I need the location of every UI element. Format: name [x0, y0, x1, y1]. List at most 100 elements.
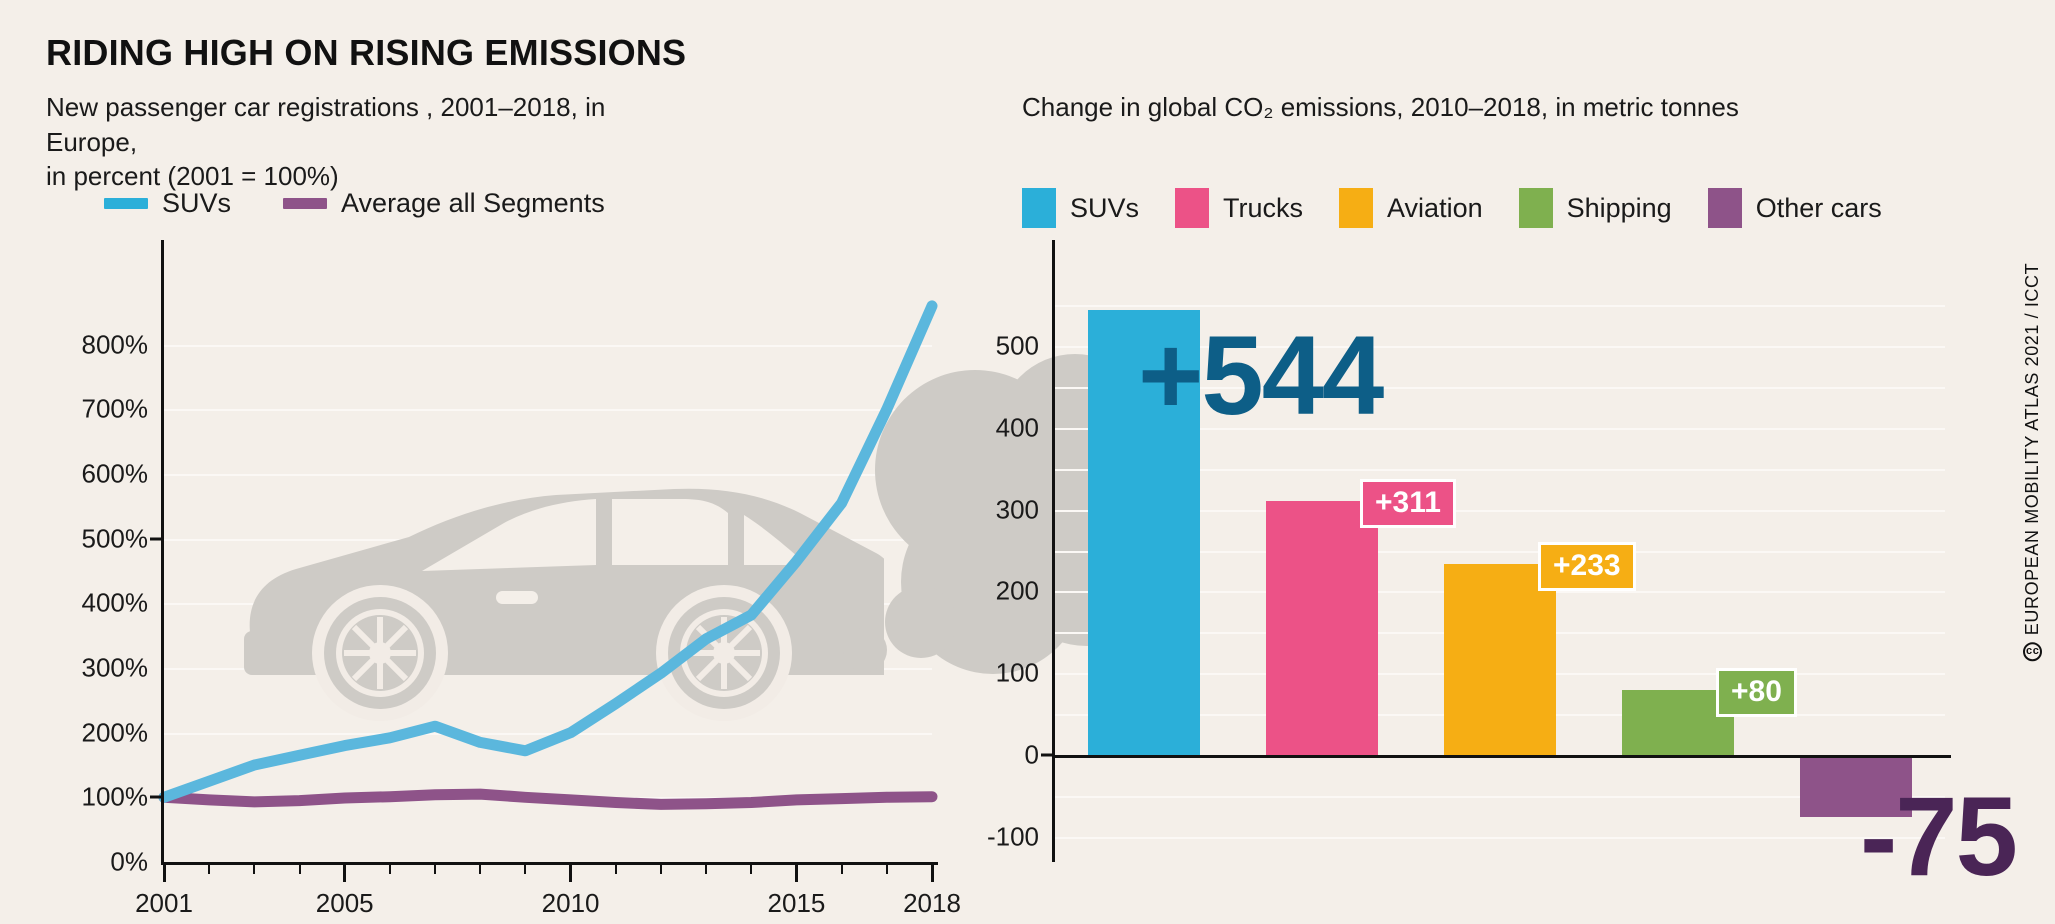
gridline: [164, 732, 932, 735]
gridline: [1055, 386, 1945, 389]
bar-chart-y-axis: [1052, 240, 1055, 862]
box-swatch-icon: [1518, 188, 1553, 228]
x-tick-mark: [253, 862, 256, 874]
line-series-suvs: [158, 300, 938, 803]
box-swatch-icon: [1339, 188, 1374, 228]
line-chart-panel: 0% 100% 200% 300% 400% 500% 600% 700% 800% 2001 2…: [46, 240, 961, 918]
y-tick-mark: [150, 795, 164, 799]
box-swatch-icon: [1707, 188, 1742, 228]
x-tick-mark: [434, 862, 437, 874]
y-tick-label: 0%: [110, 846, 148, 877]
right-chart-legend: SUVs Trucks Aviation Shipping Other cars: [1022, 188, 1882, 228]
x-tick-mark: [208, 862, 211, 874]
legend-label: SUVs: [1070, 192, 1140, 223]
bar-value-label: +311: [1360, 478, 1456, 528]
bar-shipping[interactable]: [1622, 689, 1734, 756]
y-tick-label: 800%: [81, 329, 149, 360]
y-tick-label: 700%: [81, 393, 149, 424]
legend-item-suvs[interactable]: SUVs: [1022, 188, 1139, 228]
box-swatch-icon: [1022, 188, 1056, 228]
x-tick-mark: [343, 862, 347, 882]
gridline: [1055, 345, 1945, 348]
y-tick-mark: [150, 537, 164, 541]
bar-value-label: -75: [1860, 773, 2018, 899]
line-chart-plot-area: 0% 100% 200% 300% 400% 500% 600% 700% 800% 2001 2…: [82, 240, 961, 918]
x-tick-mark: [479, 862, 482, 874]
y-tick-label: 200: [995, 575, 1039, 606]
y-tick-label: 500%: [81, 523, 149, 554]
creative-commons-icon: cc: [2023, 642, 2042, 662]
legend-item-shipping[interactable]: Shipping: [1518, 188, 1672, 228]
gridline: [1055, 796, 1945, 799]
legend-item-trucks[interactable]: Trucks: [1175, 188, 1303, 228]
y-tick-label: 400: [995, 412, 1039, 443]
y-tick-label: 300%: [81, 652, 149, 683]
legend-label: Shipping: [1566, 192, 1672, 223]
bar-chart-zero-axis: [1052, 755, 1951, 759]
y-tick-mark: [1041, 753, 1055, 757]
bar-chart-plot-area: +544 +311 +233 +80 -75 -100 0 100 200 300 400 500: [815, 240, 2018, 892]
left-chart-legend: SUVs Average all Segments: [104, 188, 605, 219]
legend-item-other-cars[interactable]: Other cars: [1707, 188, 1882, 228]
bar-value-label: +544: [1138, 312, 1384, 438]
legend-item-average-all-segments[interactable]: Average all Segments: [283, 188, 605, 219]
bar-chart-panel: +544 +311 +233 +80 -75 -100 0 100 200 300 400 500: [815, 240, 2018, 900]
y-tick-label: 100%: [81, 781, 149, 812]
right-chart-subtitle: Change in global CO₂ emissions, 2010–201…: [1022, 92, 1739, 122]
x-tick-mark: [930, 862, 934, 882]
line-chart-x-axis: [161, 862, 938, 865]
x-tick-label: 2005: [315, 888, 374, 918]
credit-line: cc EUROPEAN MOBILITY ATLAS 2021 / ICCT: [2022, 262, 2043, 662]
y-tick-label: -100: [986, 821, 1039, 852]
x-tick-label: 2010: [541, 888, 600, 918]
bar-value-label: +233: [1538, 542, 1636, 592]
x-tick-label: 2001: [135, 888, 193, 918]
y-tick-label: 300: [995, 494, 1039, 525]
line-chart-y-axis: [161, 240, 164, 862]
gridline: [1055, 550, 1945, 553]
gridline: [1055, 468, 1945, 471]
gridline: [164, 409, 932, 412]
x-tick-mark: [614, 862, 617, 874]
box-swatch-icon: [1175, 188, 1210, 228]
y-tick-label: 400%: [81, 587, 149, 618]
y-tick-label: 200%: [81, 717, 149, 748]
x-tick-mark: [750, 862, 753, 874]
gridline: [1055, 509, 1945, 512]
gridline: [1055, 427, 1945, 430]
y-tick-label: 600%: [81, 458, 149, 489]
line-series-average-all-segments: [158, 788, 938, 810]
x-tick-mark: [162, 862, 166, 882]
bar-trucks[interactable]: [1266, 500, 1378, 756]
y-tick-label: 0: [1024, 739, 1039, 770]
legend-label: Trucks: [1223, 192, 1304, 223]
bar-suvs[interactable]: [1088, 309, 1200, 756]
x-tick-label: 2015: [767, 888, 826, 918]
gridline: [1055, 304, 1945, 307]
credit-text: EUROPEAN MOBILITY ATLAS 2021 / ICCT: [2022, 262, 2042, 636]
x-tick-mark: [298, 862, 301, 874]
gridline: [164, 344, 932, 347]
gridline: [164, 474, 932, 476]
gridline: [1055, 837, 1945, 840]
line-chart-series-layer: [158, 300, 938, 810]
legend-item-aviation[interactable]: Aviation: [1339, 188, 1483, 228]
legend-label: Aviation: [1387, 192, 1483, 223]
page-title: RIDING HIGH ON RISING EMISSIONS: [46, 32, 687, 73]
bar-aviation[interactable]: [1444, 564, 1556, 756]
x-tick-mark: [524, 862, 527, 874]
y-tick-label: 500: [995, 330, 1039, 361]
legend-label: Other cars: [1755, 192, 1882, 223]
line-swatch-icon: [283, 198, 328, 209]
bar-value-label: +80: [1716, 667, 1797, 717]
x-tick-mark: [705, 862, 708, 874]
x-tick-mark: [794, 862, 798, 882]
x-tick-mark: [569, 862, 573, 882]
bar-other-cars[interactable]: [1800, 755, 1912, 817]
legend-label: Average all Segments: [341, 188, 605, 218]
legend-item-suvs[interactable]: SUVs: [104, 188, 231, 219]
x-tick-mark: [885, 862, 888, 874]
y-tick-label: 100: [995, 657, 1039, 688]
legend-label: SUVs: [162, 188, 232, 218]
